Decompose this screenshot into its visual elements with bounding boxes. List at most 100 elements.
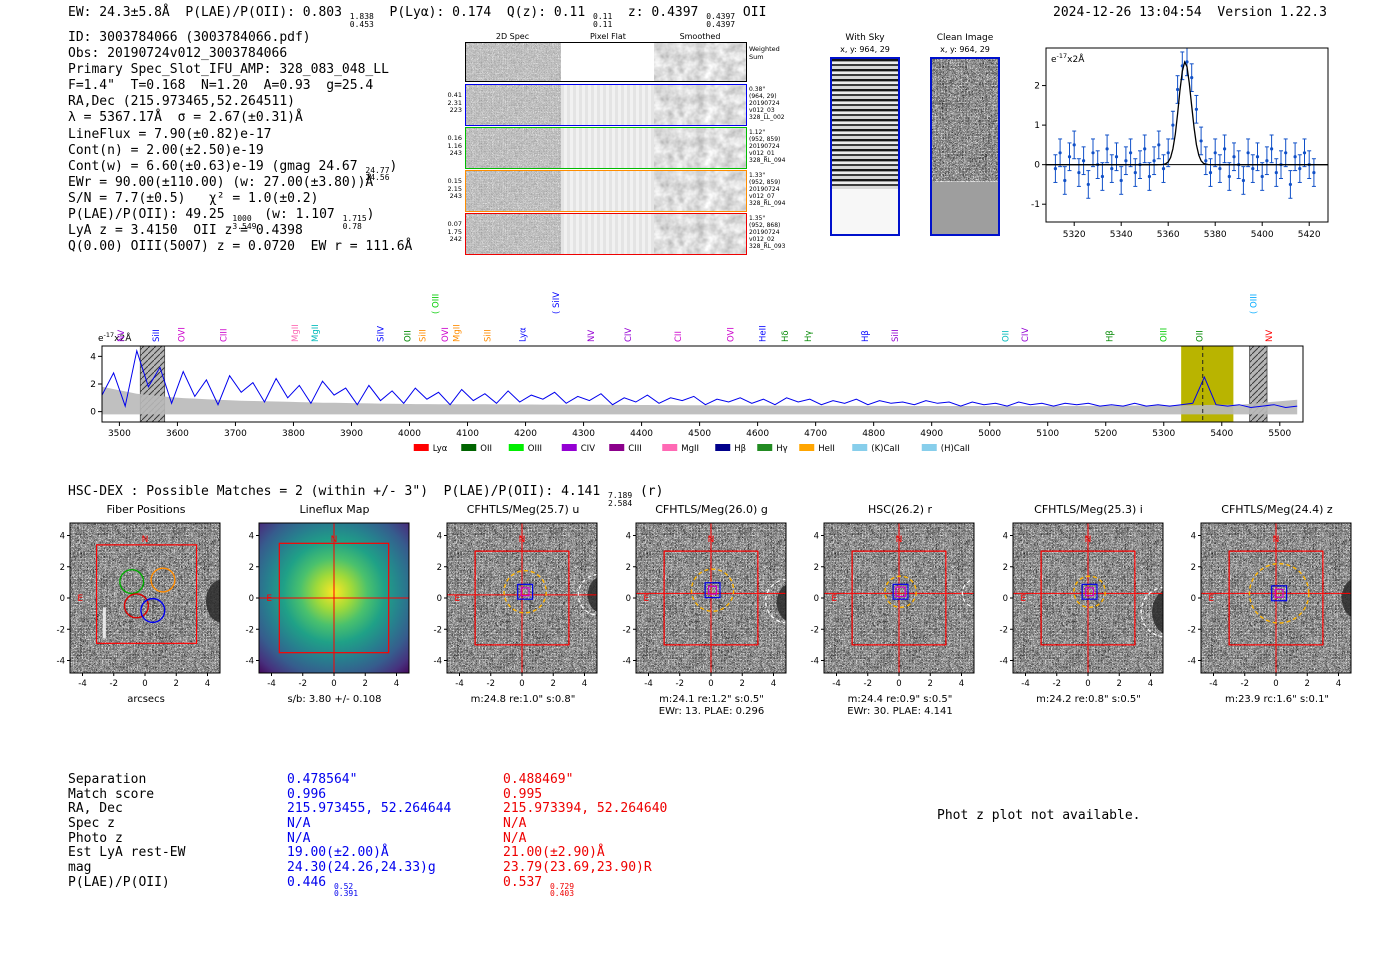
spec2d-row-annotation: 1.35" (952, 868) 20190724 v012_02 328_RL_093 [749, 215, 786, 250]
compass-east: E [454, 594, 460, 604]
compass-north: N [330, 535, 337, 545]
svg-text:2: 2 [90, 380, 96, 390]
svg-text:-2: -2 [675, 679, 683, 689]
emission-line-label: ( OIII [1250, 294, 1260, 314]
smoothed-image [654, 85, 746, 125]
svg-text:4: 4 [393, 679, 398, 689]
clean-image-coords: x, y: 964, 29 [940, 45, 990, 54]
svg-text:-2: -2 [1052, 679, 1060, 689]
svg-text:-4: -4 [78, 679, 86, 689]
svg-text:5420: 5420 [1298, 230, 1321, 240]
clean-image-title: Clean Image [936, 33, 994, 43]
svg-text:0: 0 [331, 679, 336, 689]
match1-value: 0.478564" [287, 772, 358, 787]
pixel-flat-image [561, 214, 654, 254]
stacked-uncertainty: 0.11 0.11 [593, 12, 613, 29]
noise-image [466, 214, 561, 254]
legend-swatch [662, 444, 678, 451]
sky-stripes [832, 59, 898, 189]
legend-label: (H)CaII [941, 444, 970, 454]
svg-text:-2: -2 [110, 679, 118, 689]
svg-text:2: 2 [437, 563, 442, 573]
svg-text:5400: 5400 [1210, 429, 1233, 439]
emission-line-label: OIII [1160, 328, 1170, 342]
info-line: Q(0.00) OIII(5007) z = 0.0720 EW r = 111… [68, 239, 413, 255]
info-line: LineFlux = 7.90(±0.82)e-17 [68, 126, 272, 142]
svg-text:5200: 5200 [1094, 429, 1117, 439]
match1-value: 24.30(24.26,24.33)g [287, 860, 436, 876]
legend-label: Hβ [734, 444, 746, 454]
stacked-uncertainty: 0.52 0.391 [333, 881, 359, 899]
svg-text:-2: -2 [487, 679, 495, 689]
emission-line-label: OVI [177, 327, 187, 342]
match2-value: 23.79(23.69,23.90)R [503, 860, 652, 876]
clean-image-panel: Clean Image x, y: 964, 29 [930, 33, 1000, 236]
clean-noise [932, 59, 998, 182]
noise-image [654, 85, 746, 125]
smoothed-image [654, 128, 746, 168]
svg-text:0: 0 [248, 594, 253, 604]
svg-text:-4: -4 [644, 679, 652, 689]
svg-text:0: 0 [1085, 679, 1090, 689]
svg-text:0: 0 [1273, 679, 1278, 689]
noise-image [654, 43, 746, 81]
pixel-flat-image [561, 128, 654, 168]
pixel-flat-image [561, 171, 654, 211]
svg-text:-4: -4 [1021, 679, 1029, 689]
emission-line-label: MgII [311, 324, 321, 342]
emission-line-label: Lyα [519, 327, 529, 342]
cutout-panel: CFHTLS/Meg(25.7) u N E -4 -4 -2 -2 0 0 2 2 4 4 m:24.8… [421, 503, 602, 718]
cutout-plot: N E -4 -4 -2 -2 0 0 2 2 4 4 [1188, 522, 1352, 689]
legend-label: Hγ [776, 444, 787, 454]
spec2d-row-left-labels: 0.41 2.31 223 [447, 91, 462, 114]
svg-text:3900: 3900 [340, 429, 363, 439]
svg-text:0: 0 [1002, 594, 1007, 604]
cutout-plot: N E -4 -4 -2 -2 0 0 2 2 4 4 [622, 522, 786, 689]
compass-north: N [519, 535, 526, 545]
svg-text:-4: -4 [434, 657, 442, 667]
svg-text:5340: 5340 [1110, 230, 1133, 240]
emission-line-label: CIV [624, 328, 634, 342]
match1-value: 19.00(±2.00)Å [287, 845, 389, 861]
emission-line-label: MgII [291, 324, 301, 342]
photz-note: Phot z plot not available. [937, 808, 1141, 823]
svg-text:-4: -4 [455, 679, 463, 689]
emission-line-label: Hδ [781, 330, 791, 342]
info-line: LyA z = 3.4150 OII z = 0.4398 [68, 223, 303, 239]
cutout-title: HSC(26.2) r [867, 503, 933, 516]
svg-text:0: 0 [625, 594, 630, 604]
legend-label: Lyα [433, 444, 448, 454]
match-row-label: Photo z [68, 830, 123, 846]
emission-line-label: MgII [452, 324, 462, 342]
spec2d-row-annotation: 0.38" (964, 29) 20190724 v012_03 328_LL_002 [749, 86, 785, 121]
report-datetime-version: 2024-12-26 13:04:54 Version 1.22.3 [1053, 5, 1327, 22]
emission-line-label: NV [117, 330, 127, 342]
svg-text:4600: 4600 [746, 429, 769, 439]
match-table-row: Spec z N/A N/A [68, 816, 667, 831]
cutout-caption: m:24.1 re:1.2" s:0.5" [659, 694, 764, 705]
emission-line-label: OVI [726, 327, 736, 342]
weighted-sum-label: Weighted Sum [749, 45, 780, 61]
cutout-panel: CFHTLS/Meg(26.0) g N E -4 -4 -2 -2 0 0 2 2 4 4 m:24.1… [610, 503, 791, 718]
noise-image [654, 171, 746, 211]
match2-value: 0.537 0.729 0.403 [503, 874, 575, 899]
svg-text:0: 0 [1034, 161, 1040, 171]
svg-text:4: 4 [248, 532, 253, 542]
col-header-pixelflat: Pixel Flat [590, 32, 626, 41]
svg-text:5380: 5380 [1204, 230, 1227, 240]
emission-line-label: OII [1196, 330, 1206, 342]
stacked-uncertainty: 1.838 0.453 [349, 12, 374, 29]
smoothed-image [654, 214, 746, 254]
svg-text:4: 4 [959, 679, 964, 689]
legend-label: (K)CaII [871, 444, 899, 454]
svg-text:-2: -2 [298, 679, 306, 689]
emission-line-label: SiII [891, 329, 901, 342]
svg-text:4: 4 [1147, 679, 1152, 689]
spec2d-panel: 2D Spec Pixel Flat Smoothed Weighted Sum… [440, 30, 818, 272]
compass-north: N [896, 535, 903, 545]
cutout-panel: CFHTLS/Meg(24.4) z N E -4 -4 -2 -2 0 0 2 2 4 4 m:23.9… [1175, 503, 1356, 718]
svg-text:0: 0 [708, 679, 713, 689]
svg-text:-1: -1 [1031, 200, 1040, 210]
match-table-row: P(LAE)/P(OII) 0.446 0.52 0.391 0.537 0.729 0… [68, 874, 667, 899]
